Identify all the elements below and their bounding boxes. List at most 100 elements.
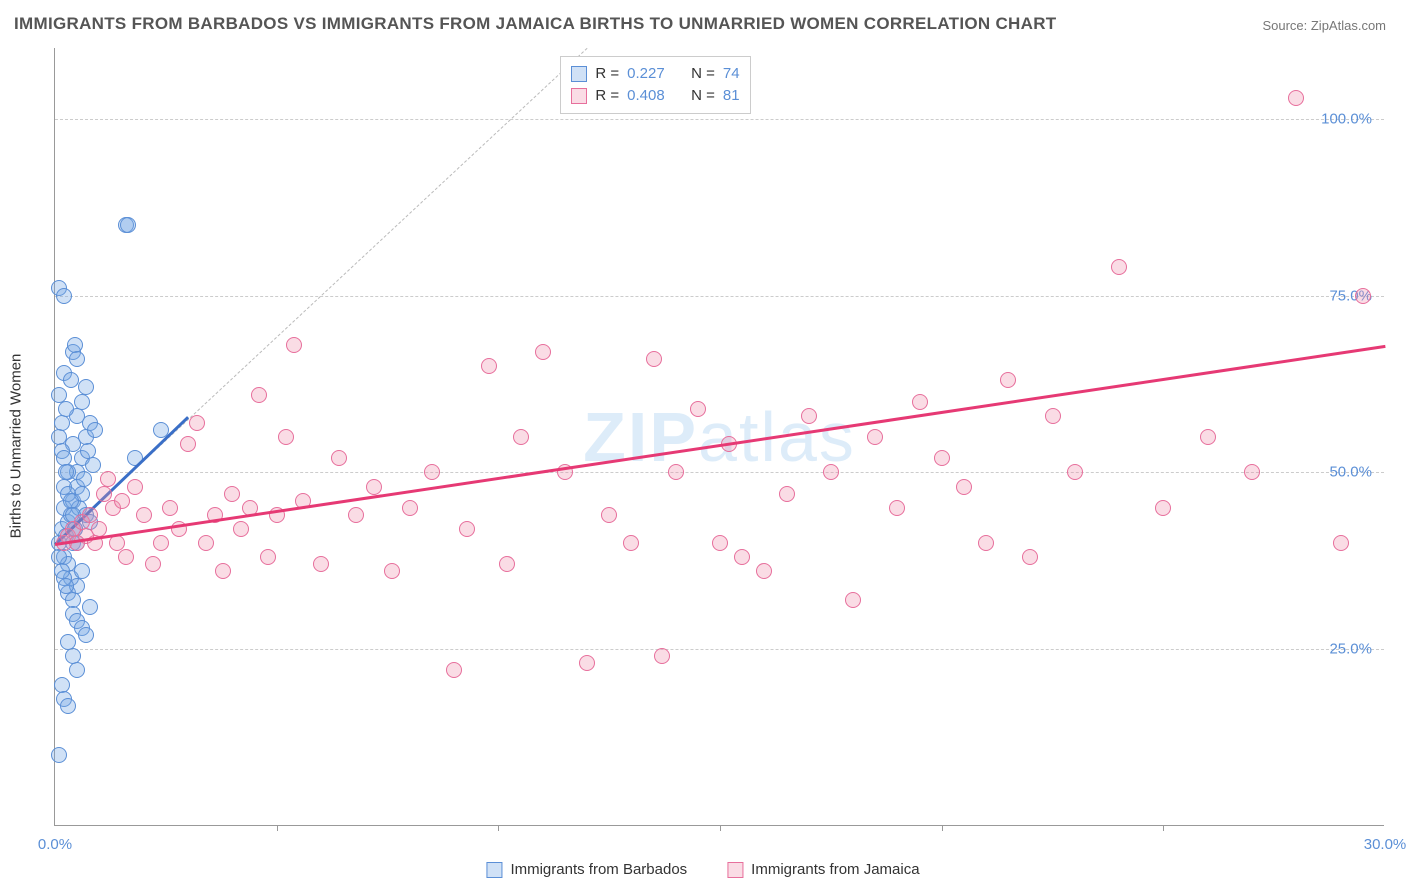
data-point-jamaica [1244,464,1260,480]
data-point-jamaica [654,648,670,664]
data-point-barbados [78,627,94,643]
data-point-jamaica [934,450,950,466]
data-point-barbados [74,394,90,410]
legend-bottom: Immigrants from Barbados Immigrants from… [486,861,919,878]
r-label: R = [595,63,619,85]
data-point-jamaica [481,358,497,374]
data-point-barbados [78,379,94,395]
data-point-barbados [56,288,72,304]
data-point-barbados [82,599,98,615]
data-point-barbados [69,662,85,678]
legend-label: Immigrants from Barbados [510,861,687,878]
data-point-jamaica [978,535,994,551]
data-point-jamaica [601,507,617,523]
data-point-barbados [76,471,92,487]
data-point-barbados [87,422,103,438]
n-label: N = [691,85,715,107]
data-point-barbados [120,217,136,233]
r-value: 0.408 [627,85,683,107]
y-tick-label: 25.0% [1329,641,1372,658]
x-tick-mark [942,825,943,831]
data-point-jamaica [1200,429,1216,445]
data-point-jamaica [136,507,152,523]
trendline-jamaica [55,345,1385,546]
legend-swatch-icon [571,88,587,104]
y-axis-label: Births to Unmarried Women [8,354,25,539]
legend-swatch-icon [727,862,743,878]
x-tick-mark [498,825,499,831]
data-point-jamaica [189,415,205,431]
legend-swatch-icon [571,66,587,82]
data-point-jamaica [1155,500,1171,516]
data-point-jamaica [424,464,440,480]
data-point-jamaica [513,429,529,445]
data-point-barbados [58,578,74,594]
x-tick-mark [277,825,278,831]
x-tick-mark [720,825,721,831]
data-point-jamaica [623,535,639,551]
data-point-jamaica [823,464,839,480]
source-label: Source: ZipAtlas.com [1262,18,1386,33]
data-point-jamaica [668,464,684,480]
correlation-legend-row: R = 0.408 N = 81 [571,85,739,107]
data-point-jamaica [1111,259,1127,275]
data-point-jamaica [867,429,883,445]
gridline [55,649,1384,650]
data-point-jamaica [1022,549,1038,565]
data-point-jamaica [313,556,329,572]
data-point-jamaica [956,479,972,495]
y-tick-label: 100.0% [1321,110,1372,127]
r-label: R = [595,85,619,107]
data-point-jamaica [1288,90,1304,106]
data-point-barbados [85,457,101,473]
gridline [55,472,1384,473]
data-point-jamaica [233,521,249,537]
data-point-jamaica [286,337,302,353]
data-point-jamaica [198,535,214,551]
data-point-jamaica [162,500,178,516]
data-point-barbados [63,372,79,388]
data-point-jamaica [499,556,515,572]
r-value: 0.227 [627,63,683,85]
data-point-barbados [60,698,76,714]
n-value: 74 [723,63,740,85]
data-point-jamaica [446,662,462,678]
data-point-jamaica [331,450,347,466]
data-point-jamaica [801,408,817,424]
data-point-jamaica [1045,408,1061,424]
legend-label: Immigrants from Jamaica [751,861,919,878]
data-point-barbados [51,747,67,763]
data-point-jamaica [127,479,143,495]
data-point-jamaica [1000,372,1016,388]
chart-title: IMMIGRANTS FROM BARBADOS VS IMMIGRANTS F… [14,14,1056,34]
x-tick-label: 0.0% [38,836,72,853]
legend-swatch-icon [486,862,502,878]
data-point-jamaica [535,344,551,360]
y-tick-label: 50.0% [1329,464,1372,481]
data-point-jamaica [646,351,662,367]
x-tick-mark [1163,825,1164,831]
data-point-jamaica [845,592,861,608]
data-point-jamaica [779,486,795,502]
legend-item-barbados: Immigrants from Barbados [486,861,687,878]
data-point-barbados [58,464,74,480]
data-point-jamaica [348,507,364,523]
scatter-plot-area: ZIPatlas 25.0%50.0%75.0%100.0%0.0%30.0%R… [54,48,1384,826]
data-point-jamaica [734,549,750,565]
data-point-jamaica [224,486,240,502]
data-point-jamaica [1333,535,1349,551]
watermark: ZIPatlas [583,397,856,477]
data-point-jamaica [100,471,116,487]
data-point-jamaica [459,521,475,537]
legend-item-jamaica: Immigrants from Jamaica [727,861,919,878]
data-point-jamaica [260,549,276,565]
data-point-jamaica [118,549,134,565]
data-point-barbados [69,351,85,367]
data-point-jamaica [145,556,161,572]
data-point-jamaica [153,535,169,551]
data-point-jamaica [690,401,706,417]
data-point-jamaica [278,429,294,445]
data-point-jamaica [579,655,595,671]
data-point-jamaica [384,563,400,579]
n-value: 81 [723,85,740,107]
